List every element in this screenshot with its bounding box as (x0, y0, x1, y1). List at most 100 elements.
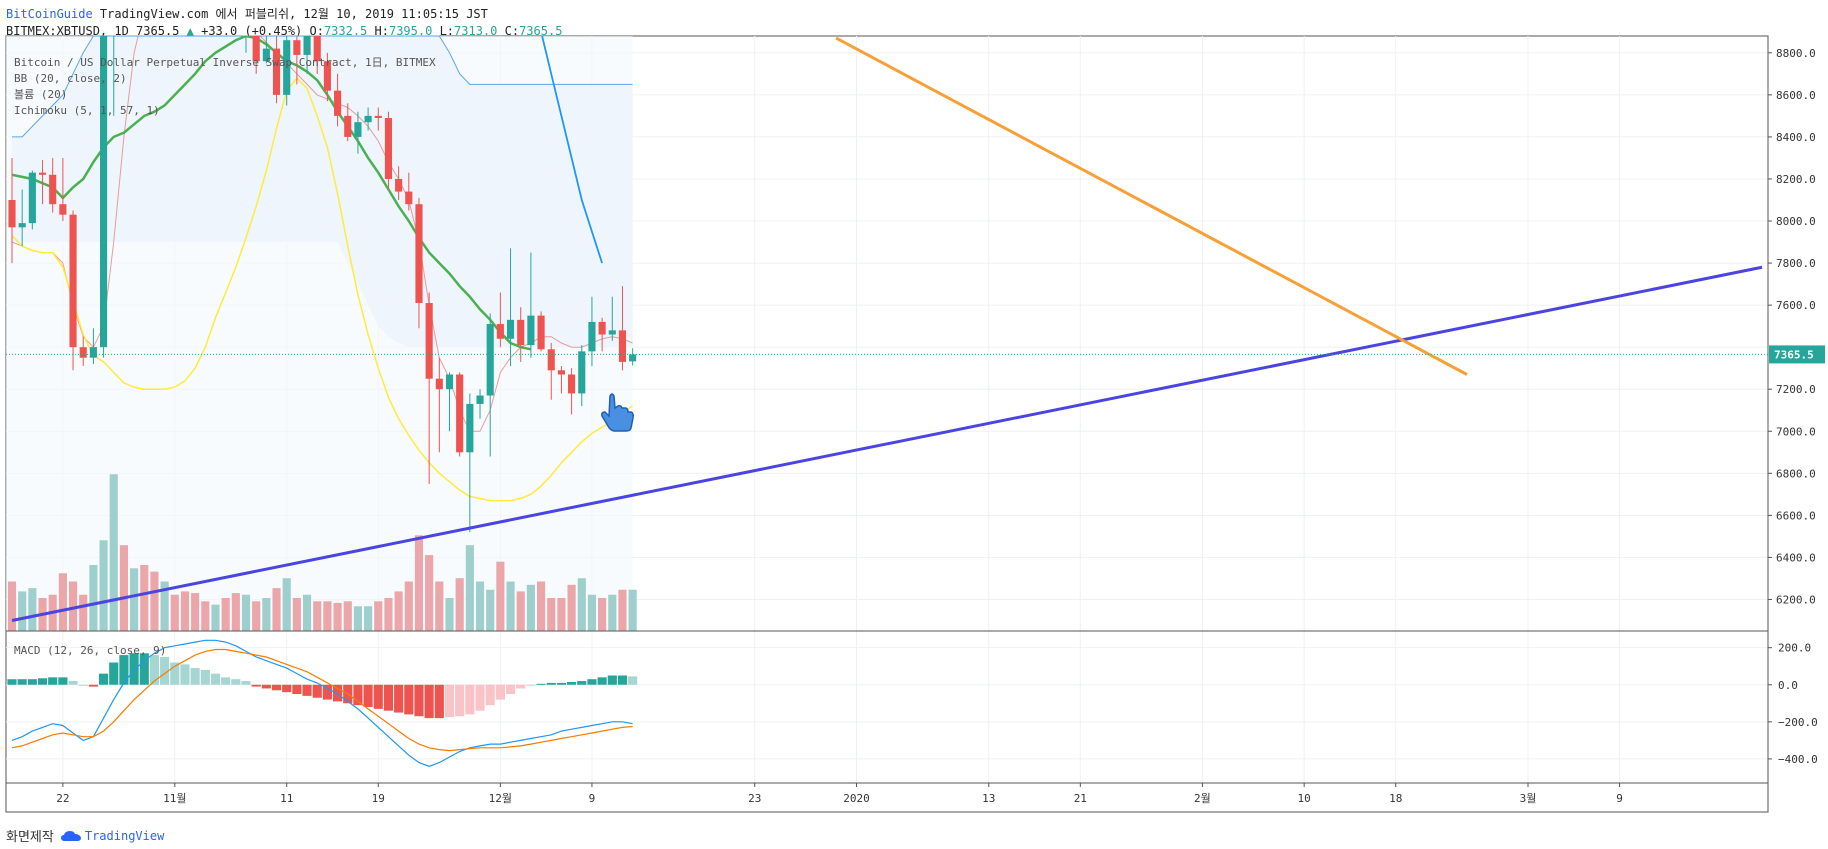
volume-bar (384, 598, 393, 631)
macd-histogram-bar (98, 673, 109, 685)
candle-body (618, 330, 627, 362)
high-value: 7395.0 (388, 24, 433, 38)
candlesticks[interactable] (8, 0, 637, 533)
trendline-resistance (835, 36, 1468, 376)
candle-body (456, 374, 464, 453)
volume-bar (435, 581, 444, 631)
macd-histogram-bar (17, 679, 27, 685)
macd-histogram-bar (271, 684, 282, 691)
indicator-lines (11, 36, 633, 502)
time-axis[interactable]: 22 11월 11 19 12월 9 23 2020 13 21 2월 10 18 3월 9 (56, 783, 1623, 805)
volume-bar (353, 606, 362, 631)
volume-bar (455, 578, 464, 631)
candle-body (344, 115, 352, 137)
candle-body (202, 0, 209, 11)
trendlines[interactable] (11, 36, 1763, 622)
volume-bar (282, 578, 291, 631)
time-tick-label: 3월 (1520, 792, 1537, 805)
volume-bar (404, 581, 413, 631)
volume-bar (191, 593, 200, 631)
up-arrow-icon: ▲ (186, 24, 194, 38)
macd-histogram-bar (597, 677, 607, 685)
candle-body (374, 115, 382, 118)
candle-body (629, 354, 637, 362)
macd-histogram-bar (404, 684, 414, 715)
cloud-icon (60, 830, 81, 841)
candle-body (588, 321, 596, 352)
candle-body (476, 395, 484, 404)
publisher-link[interactable]: BitCoinGuide (6, 7, 93, 21)
time-tick-label: 10 (1298, 792, 1311, 805)
time-tick-label: 2020 (843, 792, 870, 805)
volume-bar (28, 588, 37, 631)
volume-bar (89, 565, 98, 631)
candle-body (425, 303, 433, 379)
macd-histogram-bar (322, 684, 332, 700)
price-tick-label: 8600.0 (1776, 89, 1816, 102)
candle-body (384, 117, 393, 179)
price-tick-label: 6800.0 (1776, 467, 1816, 480)
candle-body (38, 172, 47, 175)
volume-bar (170, 594, 179, 631)
tradingview-logo[interactable]: TradingView (60, 829, 164, 843)
macd-histogram-bar (88, 684, 98, 687)
macd-histogram-bar (119, 655, 129, 685)
price-tick-label: 7200.0 (1776, 383, 1816, 396)
macd-histogram-bar (363, 684, 373, 707)
macd-histogram-bar (587, 679, 597, 685)
volume-bar (68, 581, 78, 631)
macd-histogram-bar (373, 684, 383, 709)
price-axis[interactable]: 6200.0 6400.0 6600.0 6800.0 7000.0 7200.0 7600… (1768, 47, 1816, 607)
macd-histogram-bar (444, 684, 455, 718)
macd-histogram-bar (27, 679, 37, 685)
volume-bar (18, 591, 27, 631)
volume-bar (516, 591, 525, 631)
macd-histogram-bar (180, 664, 190, 685)
candle-body (527, 315, 535, 346)
price-tick-label: 8400.0 (1776, 131, 1816, 144)
macd-histogram-bar (282, 684, 292, 693)
footer: 화면제작 TradingView (6, 826, 164, 846)
tradingview-logo-text: TradingView (84, 828, 165, 843)
candle-body (212, 0, 219, 11)
volume-bar (180, 591, 190, 631)
macd-histogram-bar (526, 684, 536, 686)
moving-average-line (11, 36, 532, 351)
time-tick-label: 23 (748, 792, 761, 805)
legend-volume: 볼륨 (20) (14, 88, 67, 101)
price-tick-label: 6600.0 (1776, 509, 1816, 522)
macd-line (11, 639, 633, 767)
price-tick-label: 8200.0 (1776, 173, 1816, 186)
volume-bar (547, 598, 556, 631)
macd-tick-label: −200.0 (1778, 716, 1818, 729)
volume-bar (496, 561, 505, 631)
bb-lower-line (11, 76, 633, 502)
macd-histogram-bar (200, 669, 210, 685)
time-tick-label: 18 (1389, 792, 1402, 805)
candle-body (272, 48, 281, 95)
volume-bar (343, 601, 352, 631)
macd-histogram-bar (505, 684, 516, 695)
volume-bar (526, 584, 535, 631)
candle-body (466, 403, 474, 453)
macd-histogram-bar (149, 655, 160, 685)
volume-bar (587, 594, 597, 631)
volume-bar (58, 573, 67, 631)
candle-body (598, 321, 606, 335)
macd-histogram-bar (292, 684, 302, 695)
macd-histogram-bar (485, 684, 495, 706)
price-tag-box (1769, 345, 1825, 364)
candle-body (252, 36, 260, 62)
volume-bar (486, 589, 495, 631)
volume-bar (608, 594, 617, 631)
candle-body (303, 36, 311, 55)
legend-macd: MACD (12, 26, close, 9) (14, 644, 166, 657)
macd-histogram-bar (37, 678, 48, 685)
volume-bar (99, 540, 108, 631)
volume-bar (475, 581, 485, 631)
macd-histogram-bar (210, 673, 221, 685)
close-label: C: (504, 24, 520, 38)
time-tick-label: 2월 (1194, 792, 1211, 805)
macd-histogram-bar (567, 681, 577, 685)
